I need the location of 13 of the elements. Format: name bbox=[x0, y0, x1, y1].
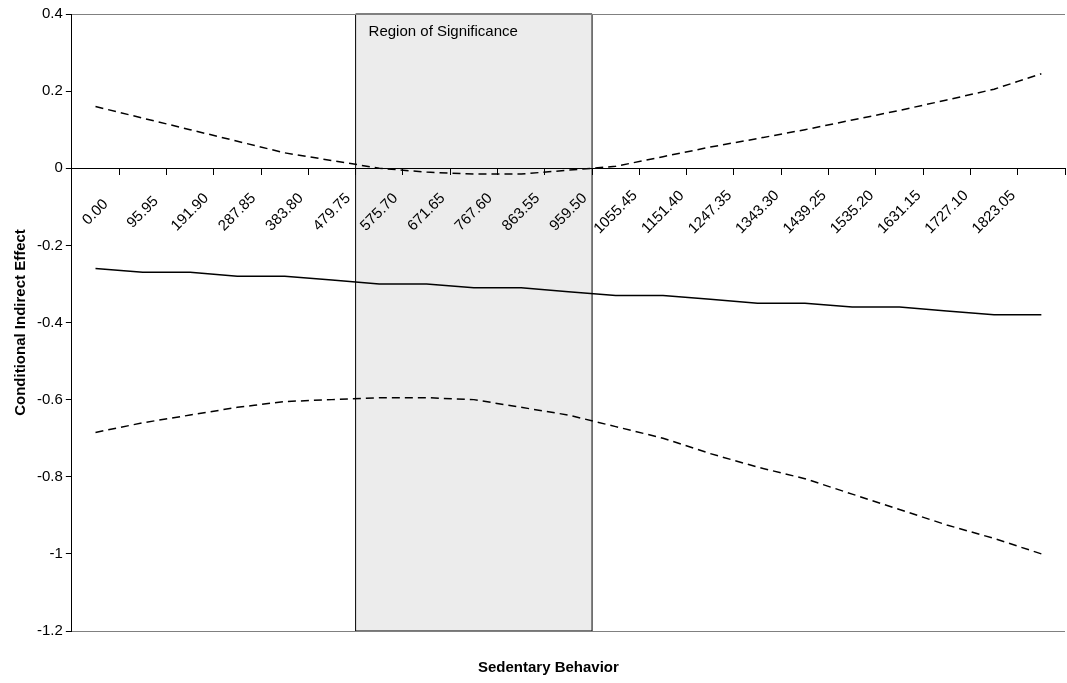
x-tick-label: 0.00 bbox=[78, 194, 111, 228]
y-tick-label: -0.8 bbox=[36, 466, 63, 484]
band-label: Region of Significance bbox=[368, 21, 518, 39]
y-tick-label: -1 bbox=[49, 544, 63, 562]
x-axis-title: Sedentary Behavior bbox=[477, 658, 620, 676]
y-tick-label: -1.2 bbox=[36, 621, 63, 639]
y-tick-label: -0.4 bbox=[36, 312, 63, 330]
y-tick-label: -0.2 bbox=[36, 235, 63, 253]
y-tick-label: -0.6 bbox=[36, 389, 63, 407]
y-tick-label: 0.2 bbox=[41, 81, 63, 99]
y-tick-label: 0 bbox=[54, 158, 63, 176]
y-tick-label: 0.4 bbox=[41, 4, 63, 22]
y-axis-title: Conditional Indirect Effect bbox=[11, 229, 29, 416]
